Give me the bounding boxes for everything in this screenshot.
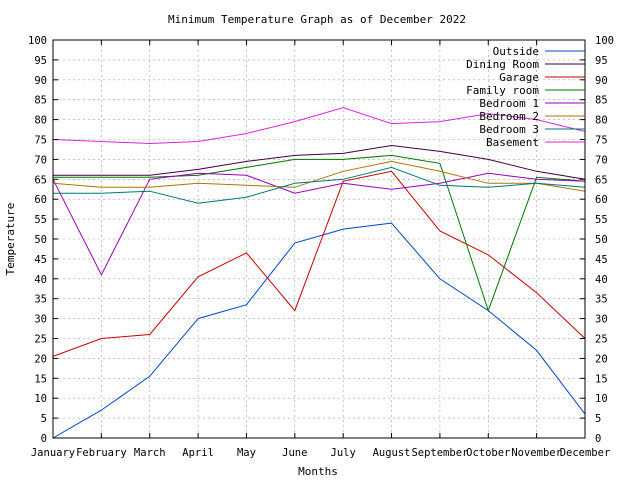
y-tick-label-left: 35 [34,294,47,306]
y-tick-label-left: 90 [34,75,47,87]
y-tick-label-left: 100 [28,35,47,47]
y-tick-label-right: 65 [595,174,608,186]
legend-label-garage: Garage [499,71,539,84]
series-line-basement [52,107,586,145]
x-tick-label: May [237,447,256,459]
legend-label-bedroom-1: Bedroom 1 [479,97,539,110]
y-tick-label-right: 95 [595,55,608,67]
y-tick-label-right: 10 [595,393,608,405]
y-tick-label-left: 95 [34,55,47,67]
series-line-garage [52,170,586,357]
y-tick-label-left: 45 [34,254,47,266]
y-tick-label-right: 20 [595,353,608,365]
x-tick-label: October [466,447,510,459]
y-tick-label-left: 30 [34,314,47,326]
series-lines [52,107,586,439]
y-tick-label-right: 50 [595,234,608,246]
y-tick-label-right: 0 [595,433,601,445]
y-tick-label-right: 15 [595,373,608,385]
y-tick-label-right: 25 [595,334,608,346]
y-tick-label-left: 10 [34,393,47,405]
y-tick-label-right: 100 [595,35,614,47]
legend-label-bedroom-3: Bedroom 3 [479,123,539,136]
y-axis-title: Temperature [4,203,17,276]
y-tick-label-left: 85 [34,95,47,107]
x-tick-label: February [76,447,127,459]
x-tick-label: April [182,447,214,459]
y-tick-label-left: 50 [34,234,47,246]
y-tick-label-left: 65 [34,174,47,186]
legend-label-dining-room: Dining Room [466,58,539,71]
series-line-bedroom-3 [53,166,586,204]
y-tick-label-right: 5 [595,413,601,425]
y-tick-label-left: 5 [41,413,47,425]
x-tick-label: August [373,447,411,459]
y-tick-label-left: 15 [34,373,47,385]
series-line-outside [52,222,586,439]
series-line-dining-room [53,144,586,180]
y-tick-label-right: 70 [595,154,608,166]
x-tick-label: March [134,447,166,459]
y-tick-label-right: 40 [595,274,608,286]
y-tick-label-left: 60 [34,194,47,206]
y-tick-label-right: 85 [595,95,608,107]
x-tick-label: September [411,447,468,459]
y-tick-label-left: 75 [34,135,47,147]
y-tick-label-left: 40 [34,274,47,286]
y-tick-label-left: 25 [34,334,47,346]
y-tick-label-left: 0 [41,433,47,445]
y-tick-label-right: 60 [595,194,608,206]
y-tick-label-right: 45 [595,254,608,266]
x-tick-label: June [282,447,307,459]
x-axis-title: Months [298,465,338,478]
series-line-family-room [53,154,586,313]
y-tick-label-right: 80 [595,115,608,127]
x-tick-label: December [560,447,611,459]
legend-label-outside: Outside [493,45,539,58]
y-tick-label-left: 80 [34,115,47,127]
series-line-bedroom-2 [52,160,586,192]
y-tick-label-left: 55 [34,214,47,226]
y-tick-label-right: 75 [595,135,608,147]
y-tick-label-right: 90 [595,75,608,87]
chart-title: Minimum Temperature Graph as of December… [168,13,466,26]
x-tick-label: January [31,447,75,459]
y-tick-label-right: 55 [595,214,608,226]
series-line-bedroom-1 [52,172,586,276]
legend-label-basement: Basement [486,136,539,149]
legend-label-family-room: Family room [466,84,539,97]
y-tick-label-right: 30 [595,314,608,326]
x-tick-label: November [511,447,562,459]
y-tick-label-right: 35 [595,294,608,306]
y-tick-label-left: 70 [34,154,47,166]
y-tick-label-left: 20 [34,353,47,365]
legend-label-bedroom-2: Bedroom 2 [479,110,539,123]
x-tick-label: July [331,447,356,459]
